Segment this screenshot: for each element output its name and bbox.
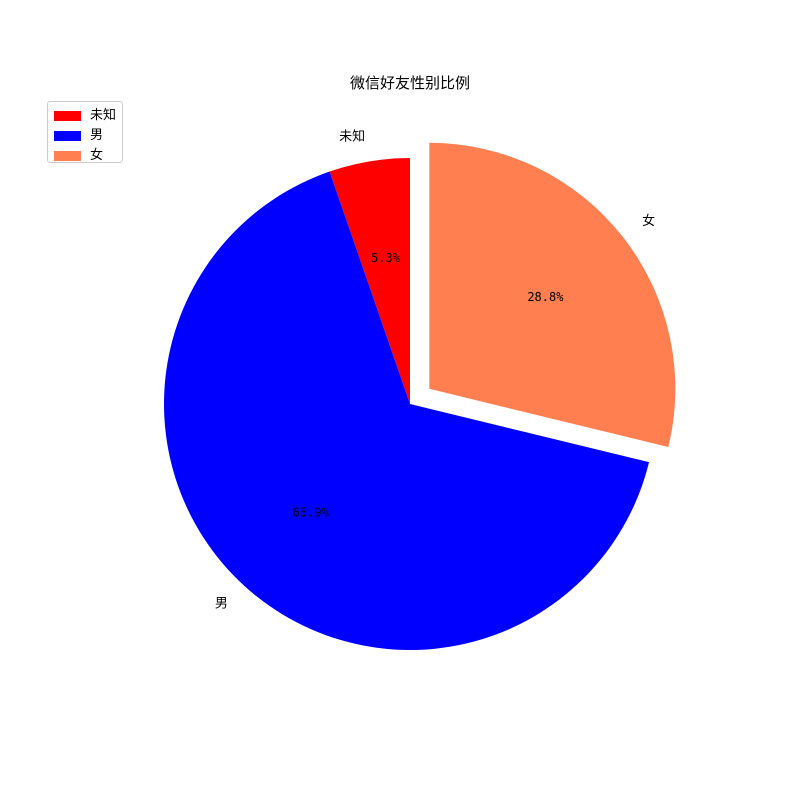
legend-label: 女 (90, 148, 104, 163)
pie-category-label: 男 (215, 597, 228, 612)
legend-item: 女 (54, 146, 122, 166)
pie-slice-unknown (329, 158, 410, 404)
pie-slice-male (164, 171, 650, 650)
legend-item: 未知 (54, 106, 122, 126)
pie-slice-female (429, 142, 676, 447)
legend-label: 未知 (90, 108, 117, 123)
legend-label: 男 (90, 128, 104, 143)
legend-item: 男 (54, 126, 122, 146)
pie-pct-label: 28.8% (527, 290, 564, 304)
legend: 未知 男 女 (47, 101, 123, 163)
legend-swatch-male (54, 131, 81, 141)
pie-pct-label: 65.9% (293, 506, 330, 520)
pie-category-label: 未知 (339, 129, 365, 145)
legend-swatch-female (54, 151, 81, 161)
legend-swatch-unknown (54, 111, 81, 121)
chart-title: 微信好友性别比例 (349, 74, 470, 92)
pie-category-label: 女 (642, 213, 655, 229)
pie-pct-label: 5.3% (371, 251, 401, 265)
